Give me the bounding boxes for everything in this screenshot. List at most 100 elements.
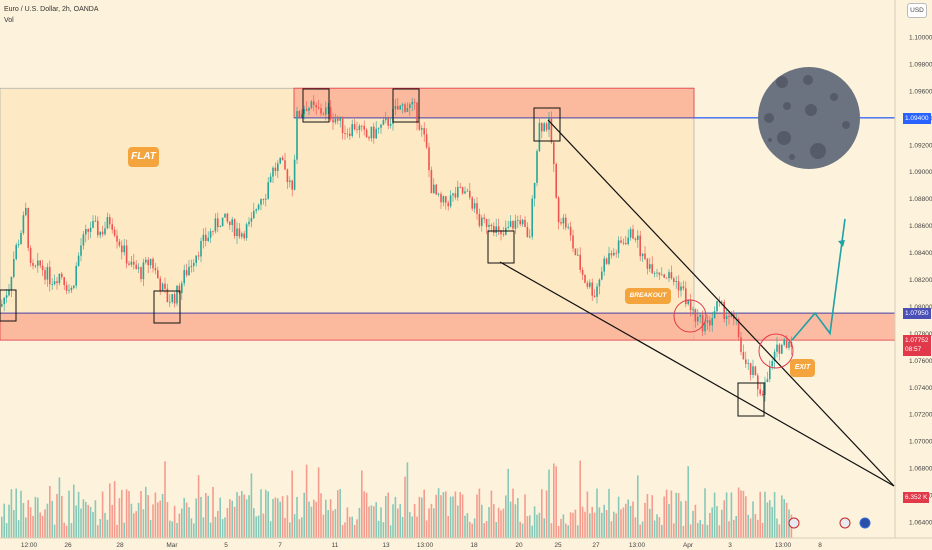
volume-bar bbox=[769, 500, 771, 538]
current-price-value: 1.07752 bbox=[905, 337, 929, 344]
volume-bar bbox=[733, 519, 735, 538]
volume-bar bbox=[200, 496, 202, 538]
volume-bar bbox=[646, 494, 649, 538]
volume-bar bbox=[53, 524, 56, 538]
candle-body bbox=[25, 207, 27, 216]
candle-body bbox=[370, 126, 373, 139]
volume-bar bbox=[514, 504, 517, 538]
volume-bar bbox=[629, 505, 632, 538]
volume-bar bbox=[380, 507, 382, 538]
candle-body bbox=[44, 270, 46, 280]
candle-body bbox=[159, 278, 161, 292]
volume-bar bbox=[505, 495, 507, 538]
volume-bar bbox=[711, 507, 713, 538]
us-flag-icon[interactable] bbox=[788, 517, 800, 529]
volume-bar bbox=[565, 523, 567, 538]
volume-bar bbox=[29, 507, 32, 538]
candle-body bbox=[262, 199, 265, 200]
candle-body bbox=[531, 198, 533, 237]
volume-bar bbox=[476, 494, 478, 538]
volume-bar bbox=[173, 505, 176, 538]
candle-body bbox=[759, 389, 761, 395]
volume-bar bbox=[327, 510, 329, 538]
candle-body bbox=[493, 226, 495, 233]
volume-bar bbox=[277, 498, 279, 538]
pivot-box[interactable] bbox=[0, 289, 17, 322]
currency-button[interactable]: USD bbox=[907, 3, 927, 18]
projection-path[interactable] bbox=[791, 218, 846, 341]
eu-flag-icon[interactable] bbox=[859, 517, 871, 529]
candle-body bbox=[521, 219, 524, 225]
candle-body bbox=[545, 123, 548, 130]
time-axis[interactable]: 12:00 26 28 Mar 5 7 11 13 13:00 18 20 25 27 13:00 Apr 3… bbox=[21, 542, 822, 549]
volume-bar bbox=[145, 486, 147, 538]
volume-bar bbox=[517, 498, 519, 538]
volume-bar bbox=[399, 504, 401, 538]
exit-circle[interactable] bbox=[758, 333, 794, 369]
candle-body bbox=[555, 164, 557, 198]
candle-body bbox=[65, 285, 68, 291]
volume-bar bbox=[169, 520, 171, 538]
flat-label[interactable]: FLAT bbox=[128, 147, 159, 167]
candle-body bbox=[221, 217, 224, 227]
candle-body bbox=[284, 160, 286, 170]
candle-body bbox=[742, 352, 745, 360]
volume-bar bbox=[416, 516, 418, 538]
candle-body bbox=[385, 118, 387, 121]
candle-body bbox=[519, 220, 521, 225]
volume-bar bbox=[8, 504, 10, 538]
support-price-tag: 1.07950 bbox=[903, 308, 931, 319]
volume-bar bbox=[32, 515, 34, 538]
candle-body bbox=[296, 111, 298, 160]
pivot-box[interactable] bbox=[153, 290, 181, 324]
pivot-box[interactable] bbox=[392, 88, 420, 123]
exit-label[interactable]: EXIT bbox=[790, 359, 815, 377]
volume-bar bbox=[397, 508, 399, 538]
volume-bar bbox=[567, 525, 569, 538]
candle-body bbox=[469, 190, 471, 198]
volume-bar bbox=[502, 508, 505, 538]
pivot-box[interactable] bbox=[302, 88, 330, 123]
volume-bar bbox=[670, 490, 673, 538]
volume-bar bbox=[159, 500, 161, 538]
volume-bar bbox=[387, 492, 389, 538]
candle-body bbox=[481, 217, 483, 226]
candle-body bbox=[217, 218, 219, 228]
us-flag-icon[interactable] bbox=[839, 517, 851, 529]
pivot-box[interactable] bbox=[533, 107, 561, 142]
pivot-box[interactable] bbox=[737, 382, 765, 417]
candle-body bbox=[313, 101, 315, 105]
candle-body bbox=[171, 294, 173, 302]
wedge-upper-line[interactable] bbox=[547, 119, 895, 487]
volume-bar bbox=[411, 516, 413, 538]
candle-body bbox=[301, 114, 303, 118]
volume-bar bbox=[406, 462, 409, 538]
wedge-lower-line[interactable] bbox=[499, 261, 895, 487]
volume-bar bbox=[51, 500, 53, 538]
breakout-label[interactable]: BREAKOUT bbox=[625, 288, 671, 304]
candle-body bbox=[63, 277, 65, 286]
pivot-box[interactable] bbox=[487, 230, 515, 264]
price-tick-label: 1.10000 bbox=[909, 35, 932, 42]
candle-body bbox=[601, 271, 603, 280]
volume-bar bbox=[296, 496, 298, 538]
candle-body bbox=[509, 221, 512, 227]
candle-body bbox=[637, 235, 639, 240]
volume-bar bbox=[550, 523, 553, 538]
candle-body bbox=[229, 221, 231, 226]
candle-body bbox=[224, 213, 226, 218]
candle-body bbox=[272, 167, 274, 177]
volume-bar bbox=[382, 522, 385, 538]
volume-bar bbox=[533, 506, 536, 538]
price-axis[interactable]: 1.100001.098001.096001.094001.092001.090… bbox=[909, 35, 932, 527]
volume-bar bbox=[481, 504, 483, 538]
candle-body bbox=[752, 366, 754, 375]
candle-body bbox=[15, 245, 17, 260]
candle-body bbox=[118, 241, 121, 246]
volume-bar bbox=[337, 490, 339, 538]
candle-body bbox=[397, 105, 399, 110]
candle-body bbox=[154, 268, 157, 271]
breakout-circle[interactable] bbox=[673, 299, 707, 333]
volume-bar bbox=[764, 491, 766, 538]
